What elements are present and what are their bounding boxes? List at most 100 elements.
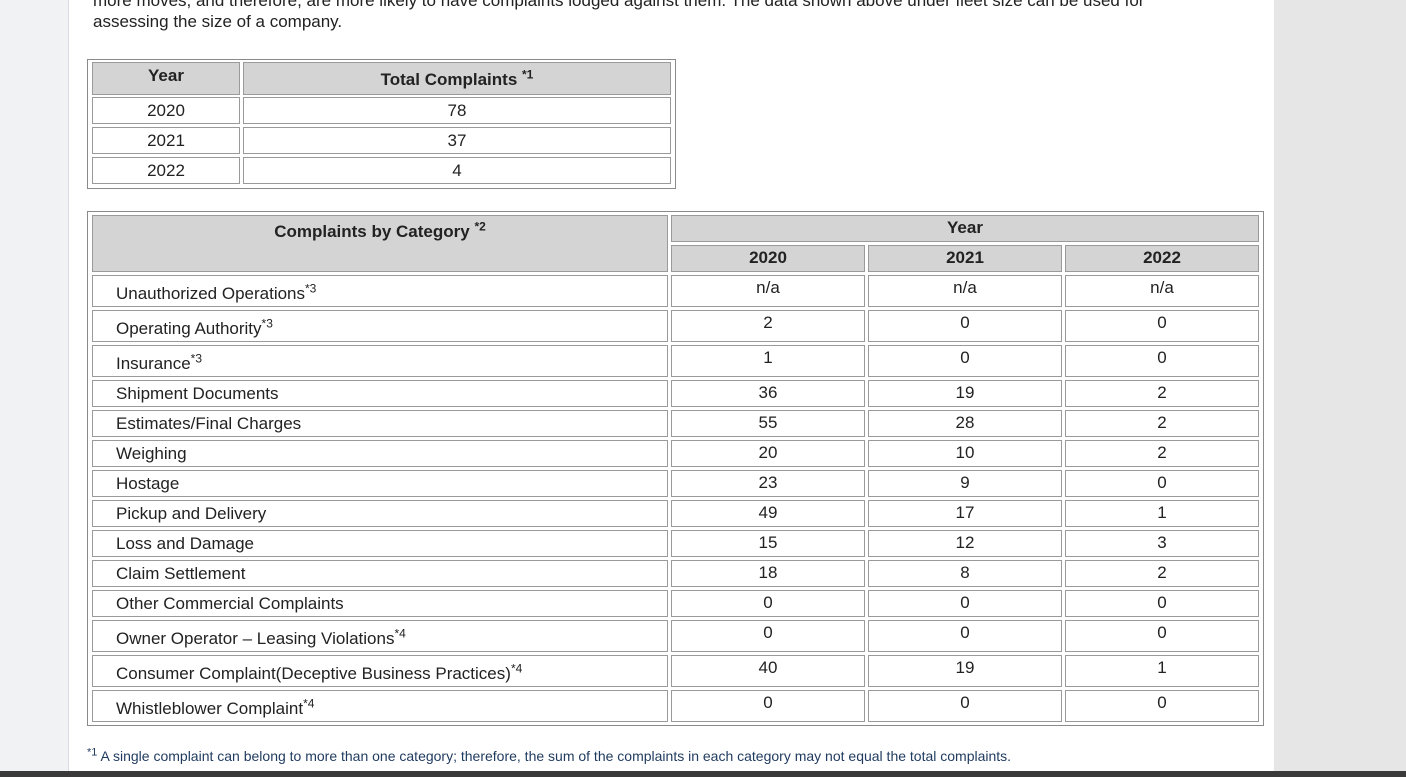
cell-text: 4 xyxy=(452,161,462,180)
value-cell: 49 xyxy=(671,500,865,527)
cell-text: 9 xyxy=(960,473,970,492)
cell-text: 2021 xyxy=(147,131,185,150)
category-cell: Weighing xyxy=(92,440,668,467)
value-cell: 0 xyxy=(868,310,1062,342)
value-cell: 1 xyxy=(1065,655,1259,687)
category-text: Consumer Complaint(Deceptive Business Pr… xyxy=(116,664,511,683)
value-cell: 19 xyxy=(868,655,1062,687)
cell-text: 0 xyxy=(960,313,970,332)
category-cell: Unauthorized Operations*3 xyxy=(92,275,668,307)
value-cell: 0 xyxy=(868,590,1062,617)
value-cell: 0 xyxy=(1065,345,1259,377)
header-text: Year xyxy=(148,66,184,85)
header-text: 2022 xyxy=(1143,248,1181,267)
value-cell: 19 xyxy=(868,380,1062,407)
value-cell: n/a xyxy=(671,275,865,307)
footnote-ref: *1 xyxy=(522,67,534,82)
header-text: Year xyxy=(947,218,983,237)
value-cell: 28 xyxy=(868,410,1062,437)
header-cell: Complaints by Category *2 xyxy=(92,215,668,272)
cell-text: 40 xyxy=(758,658,778,677)
category-cell: Whistleblower Complaint*4 xyxy=(92,690,668,722)
footnote-ref: *4 xyxy=(394,626,406,641)
cell-text: 15 xyxy=(758,533,778,552)
value-cell: 55 xyxy=(671,410,865,437)
value-cell: n/a xyxy=(868,275,1062,307)
bottom-bar xyxy=(0,771,1406,777)
cell-text: n/a xyxy=(1150,278,1174,297)
value-cell: 9 xyxy=(868,470,1062,497)
header-text: 2021 xyxy=(946,248,984,267)
value-cell: 10 xyxy=(868,440,1062,467)
value-cell: 40 xyxy=(671,655,865,687)
cell-text: 3 xyxy=(1157,533,1167,552)
category-text: Loss and Damage xyxy=(116,534,254,553)
totals-table xyxy=(87,59,676,189)
cell-text: 20 xyxy=(758,443,778,462)
value-cell: 37 xyxy=(243,127,671,154)
cell-text: 0 xyxy=(1157,693,1167,712)
footnote-ref: *3 xyxy=(190,351,203,366)
category-text: Insurance xyxy=(116,354,191,373)
header-cell: Year xyxy=(671,215,1259,242)
intro-text: more moves, and therefore, are more like… xyxy=(93,0,1145,10)
cell-text: 23 xyxy=(758,473,778,492)
footnote-ref: *3 xyxy=(305,281,317,296)
cell-text: 0 xyxy=(960,348,970,367)
cell-text: 28 xyxy=(955,413,975,432)
category-cell: Estimates/Final Charges xyxy=(92,410,668,437)
cell-text: 1 xyxy=(1157,503,1167,522)
value-cell: 0 xyxy=(1065,690,1259,722)
value-cell: 0 xyxy=(868,690,1062,722)
value-cell: 0 xyxy=(671,620,865,652)
cell-text: n/a xyxy=(756,278,780,297)
cell-text: 0 xyxy=(1157,593,1167,612)
cell-text: 2 xyxy=(1157,383,1167,402)
cell-text: 18 xyxy=(758,563,778,582)
category-table xyxy=(87,211,1264,726)
cell-text: n/a xyxy=(953,278,977,297)
cell-text: 49 xyxy=(758,503,778,522)
cell-text: 2020 xyxy=(147,101,185,120)
category-text: Operating Authority xyxy=(116,319,262,338)
category-text: Claim Settlement xyxy=(116,564,246,583)
value-cell: 2 xyxy=(1065,380,1259,407)
header-cell: 2021 xyxy=(868,245,1062,272)
cell-text: 2 xyxy=(1157,443,1167,462)
cell-text: 0 xyxy=(1157,473,1167,492)
value-cell: 2 xyxy=(671,310,865,342)
cell-text: 1 xyxy=(1157,658,1167,677)
value-cell: 0 xyxy=(1065,470,1259,497)
cell-text: 2 xyxy=(1157,413,1167,432)
value-cell: 36 xyxy=(671,380,865,407)
cell-text: 0 xyxy=(1157,348,1167,367)
footnote-ref: *4 xyxy=(303,696,315,711)
cell-text: 2 xyxy=(1157,563,1167,582)
category-cell: Consumer Complaint(Deceptive Business Pr… xyxy=(92,655,668,687)
cell-text: 8 xyxy=(960,563,970,582)
category-cell: Shipment Documents xyxy=(92,380,668,407)
header-text: 2020 xyxy=(749,248,787,267)
value-cell: 78 xyxy=(243,97,671,124)
category-text: Weighing xyxy=(116,444,187,463)
footnote-ref: *4 xyxy=(510,661,523,676)
category-cell: Pickup and Delivery xyxy=(92,500,668,527)
category-text: Whistleblower Complaint xyxy=(116,699,304,718)
header-cell: Total Complaints *1 xyxy=(243,62,671,95)
cell-text: 2022 xyxy=(147,161,185,180)
value-cell: 0 xyxy=(671,690,865,722)
category-text: Unauthorized Operations xyxy=(116,284,306,303)
category-cell: Claim Settlement xyxy=(92,560,668,587)
value-cell: 15 xyxy=(671,530,865,557)
value-cell: 0 xyxy=(1065,310,1259,342)
cell-text: 10 xyxy=(955,443,975,462)
value-cell: 3 xyxy=(1065,530,1259,557)
value-cell: 2 xyxy=(1065,560,1259,587)
cell-text: 0 xyxy=(960,623,970,642)
value-cell: 0 xyxy=(1065,620,1259,652)
value-cell: 0 xyxy=(868,345,1062,377)
cell-text: 0 xyxy=(960,593,970,612)
category-cell: Owner Operator – Leasing Violations*4 xyxy=(92,620,668,652)
header-text: Complaints by Category xyxy=(274,222,470,241)
